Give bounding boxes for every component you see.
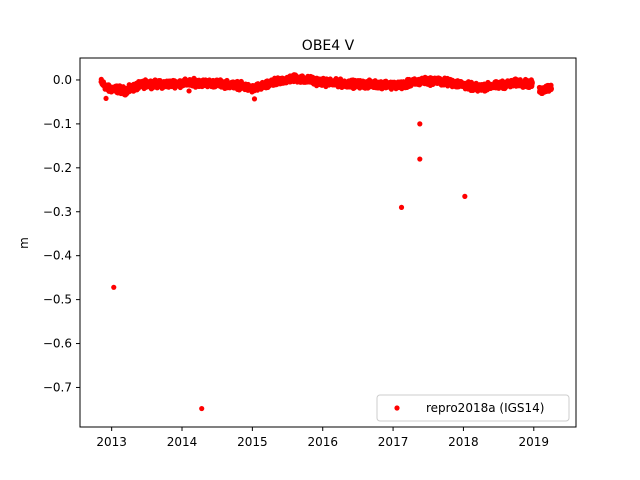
data-point — [103, 95, 109, 102]
y-tick-label: 0.0 — [53, 73, 72, 87]
y-tick-label: −0.3 — [43, 205, 72, 219]
data-point — [529, 80, 535, 86]
data-point — [251, 96, 258, 102]
data-point — [417, 156, 423, 162]
legend-box — [376, 394, 570, 422]
legend: repro2018a (IGS14) — [376, 394, 570, 422]
x-axis-ticks: 2013 2014 2015 2016 2017 2018 2019 — [96, 427, 549, 449]
x-tick-label: 2014 — [167, 435, 198, 449]
x-tick-label: 2016 — [307, 435, 338, 449]
x-tick-label: 2018 — [448, 435, 479, 449]
data-point — [548, 86, 554, 92]
data-point — [186, 88, 192, 94]
data-point — [199, 405, 205, 412]
data-point — [417, 121, 423, 127]
y-tick-label: −0.6 — [43, 337, 72, 351]
y-tick-label: −0.5 — [43, 293, 72, 307]
x-tick-label: 2019 — [519, 435, 550, 449]
y-axis-label: m — [17, 237, 31, 249]
chart-title: OBE4 V — [302, 38, 355, 54]
x-tick-label: 2015 — [237, 435, 268, 449]
data-point — [398, 204, 405, 210]
y-tick-label: −0.2 — [43, 161, 72, 175]
data-point — [111, 284, 117, 290]
plot-frame — [79, 57, 577, 428]
y-tick-label: −0.7 — [43, 380, 72, 394]
y-tick-label: −0.4 — [43, 249, 72, 263]
y-tick-label: −0.1 — [43, 117, 72, 131]
y-axis-ticks: 0.0 −0.1 −0.2 −0.3 −0.4 −0.5 −0.6 −0.7 — [43, 73, 80, 394]
data-point — [462, 193, 468, 199]
legend-marker — [394, 405, 400, 411]
x-tick-label: 2017 — [378, 435, 409, 449]
legend-label: repro2018a (IGS14) — [426, 401, 544, 415]
x-tick-label: 2013 — [96, 435, 127, 449]
data-points — [98, 72, 554, 412]
